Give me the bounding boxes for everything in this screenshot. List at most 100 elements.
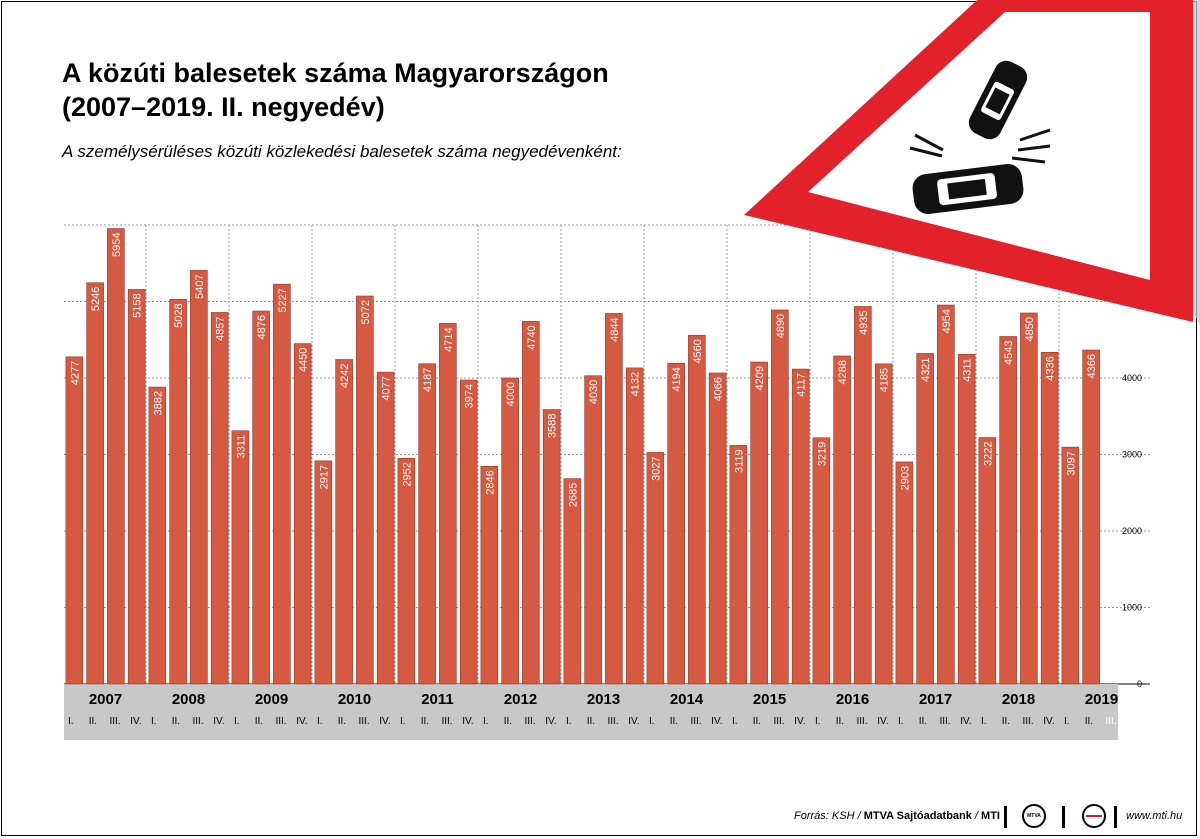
bar (1082, 349, 1100, 685)
warning-sign-icon (744, 0, 1200, 325)
data-label: 3311 (235, 435, 247, 459)
bar (605, 313, 623, 685)
data-label: 3119 (733, 449, 745, 473)
data-label: 3027 (650, 456, 662, 480)
bar (812, 437, 831, 685)
bar (273, 283, 291, 685)
data-label: 4288 (837, 360, 849, 384)
bar (771, 309, 789, 685)
bar (169, 299, 187, 685)
x-quarter-label: I. (1064, 716, 1070, 727)
bar (729, 445, 748, 685)
x-quarter-label: I. (732, 716, 738, 727)
data-label: 4321 (920, 357, 932, 381)
x-quarter-label: III. (774, 716, 785, 727)
data-label: 3222 (982, 442, 994, 466)
x-quarter-label: III. (608, 716, 619, 727)
x-year-label: 2016 (836, 691, 869, 708)
data-label: 4890 (775, 314, 787, 338)
mti-logo (1082, 804, 1106, 828)
chart-title: A közúti balesetek száma Magyarországon … (62, 56, 609, 124)
x-quarter-label: II. (919, 716, 927, 727)
bar (833, 355, 851, 685)
data-label: 4857 (215, 316, 227, 340)
x-quarter-label: III. (110, 716, 121, 727)
x-quarter-label: I. (234, 716, 240, 727)
bar (625, 367, 644, 685)
x-quarter-label: III. (276, 716, 287, 727)
x-quarter-label: IV. (462, 716, 473, 727)
bar (86, 282, 104, 685)
bar (314, 460, 333, 685)
x-quarter-label: I. (981, 716, 987, 727)
x-quarter-label: II. (421, 716, 429, 727)
bar (397, 457, 416, 685)
data-label: 3588 (547, 414, 559, 438)
footer-divider (1004, 806, 1007, 828)
data-label: 4714 (443, 327, 455, 351)
data-label: 4935 (858, 310, 870, 334)
data-label: 4194 (671, 367, 683, 391)
bar (584, 375, 602, 685)
x-quarter-label: III. (193, 716, 204, 727)
data-label: 2903 (899, 466, 911, 490)
x-quarter-label: II. (255, 716, 263, 727)
x-quarter-label: II. (587, 716, 595, 727)
bar (480, 466, 499, 685)
x-year-label: 2009 (255, 691, 288, 708)
data-label: 5407 (194, 274, 206, 298)
x-year-label: 2010 (338, 691, 371, 708)
data-label: 2952 (401, 462, 413, 486)
x-quarter-label: III. (359, 716, 370, 727)
x-quarter-label: I. (400, 716, 406, 727)
x-quarter-label: III. (442, 716, 453, 727)
data-label: 4242 (339, 363, 351, 387)
bar (439, 323, 457, 685)
x-quarter-label: I. (566, 716, 572, 727)
website-url: www.mti.hu (1126, 810, 1183, 822)
data-label: 4066 (713, 377, 725, 401)
x-year-label: 2017 (919, 691, 952, 708)
y-tick-label: 3000 (1122, 450, 1142, 460)
bar (791, 368, 810, 685)
year-band: 2007 I. II. III. IV. 2008 I. II. III. IV. 2009 I. II… (64, 684, 1138, 740)
bar (542, 409, 561, 685)
bar (252, 310, 270, 685)
data-label: 5246 (90, 287, 102, 311)
bar (999, 336, 1017, 685)
bars: 4277 5246 5954 5158 3882 5028 5407 4857 3311 4876… (65, 228, 1100, 685)
bar (335, 359, 353, 685)
data-label: 4117 (796, 373, 808, 397)
data-label: 4876 (256, 315, 268, 339)
x-year-label: 2018 (1002, 691, 1035, 708)
data-label: 4850 (1024, 317, 1036, 341)
mtva-logo: MTVA (1022, 804, 1046, 828)
bar-chart: 0100020003000400050006000 2007I.II.III.I… (64, 0, 1200, 740)
bar (563, 478, 582, 685)
bar (978, 437, 997, 685)
bar (688, 334, 706, 685)
y-tick-label: 4000 (1122, 373, 1142, 383)
x-quarter-label: I. (815, 716, 821, 727)
x-quarter-label: IV. (628, 716, 639, 727)
footer-divider (1114, 806, 1117, 828)
bar (418, 363, 436, 685)
data-label: 3097 (1065, 451, 1077, 475)
source-separator: / (971, 810, 982, 822)
x-year-label: 2014 (670, 691, 704, 708)
bar (293, 343, 312, 685)
data-label: 5028 (173, 303, 185, 327)
x-quarter-label: I. (317, 716, 323, 727)
footer: Forrás: KSH / MTVA Sajtóadatbank / MTI M… (0, 804, 1200, 830)
source-text: Forrás: KSH / MTVA Sajtóadatbank / MTI (794, 810, 1000, 822)
x-quarter-label: IV. (379, 716, 390, 727)
data-label: 3882 (152, 391, 164, 415)
x-quarter-label: II. (504, 716, 512, 727)
bar (895, 461, 914, 685)
data-label: 4844 (609, 317, 621, 341)
x-quarter-label: II. (1002, 716, 1010, 727)
data-label: 4560 (692, 339, 704, 363)
x-year-label: 2019 (1085, 691, 1118, 708)
x-quarter-label: III. (691, 716, 702, 727)
